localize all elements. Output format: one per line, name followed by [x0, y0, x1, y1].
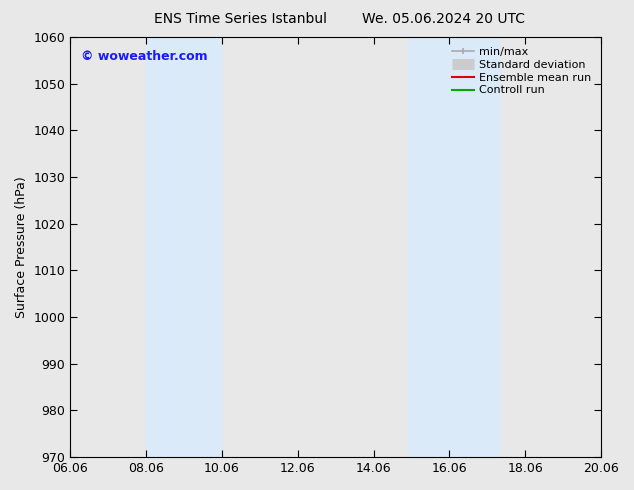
Bar [408, 37, 499, 457]
Y-axis label: Surface Pressure (hPa): Surface Pressure (hPa) [15, 176, 28, 318]
Text: ENS Time Series Istanbul: ENS Time Series Istanbul [155, 12, 327, 26]
Text: © woweather.com: © woweather.com [81, 50, 207, 63]
Text: We. 05.06.2024 20 UTC: We. 05.06.2024 20 UTC [362, 12, 526, 26]
Legend: min/max, Standard deviation, Ensemble mean run, Controll run: min/max, Standard deviation, Ensemble me… [448, 43, 595, 100]
Bar [146, 37, 222, 457]
